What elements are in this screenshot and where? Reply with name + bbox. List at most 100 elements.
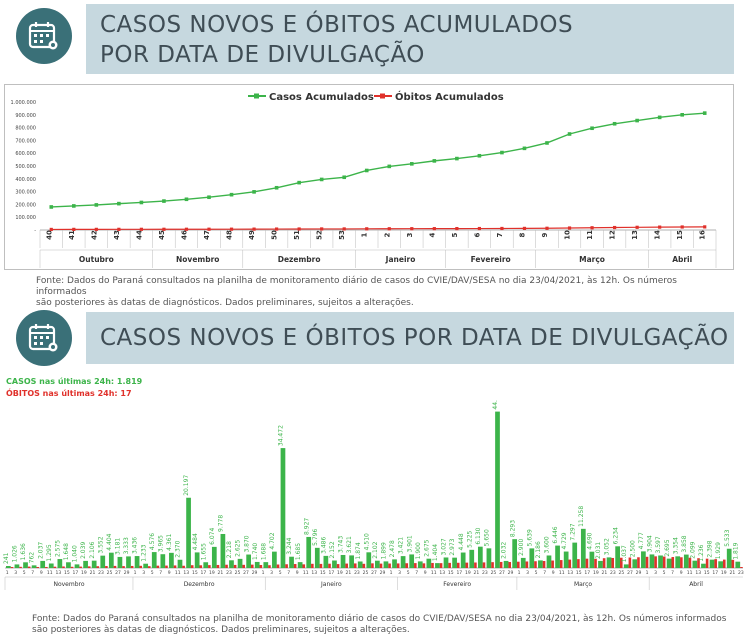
bar-label-cases: 4.510	[363, 533, 370, 550]
bar-deaths	[396, 563, 400, 568]
bar-deaths	[542, 561, 546, 568]
bar-cases	[340, 554, 346, 568]
bar-cases	[211, 546, 217, 568]
y-tick-label: 1.000.000	[11, 100, 36, 106]
cases-24h-label: CASOS nas últimas 24h: 1.819	[6, 377, 143, 386]
day-tick-label: 15	[448, 570, 454, 576]
bar-cases	[169, 552, 174, 568]
day-tick-label: 25	[107, 570, 113, 576]
day-tick-label: 3	[654, 570, 657, 576]
day-tick-label: 11	[175, 570, 181, 576]
section1-title-line2: POR DATA DE DIVULGAÇÃO	[100, 42, 425, 68]
bar-label-cases: 1.648	[63, 543, 70, 560]
bar-cases	[580, 528, 586, 568]
point-deaths	[139, 227, 143, 231]
bar-deaths	[10, 567, 14, 568]
y-tick-label: 800.000	[15, 126, 36, 132]
bar-label-cases: 2.478	[389, 540, 396, 557]
bar-cases	[229, 560, 234, 568]
bar-deaths	[293, 564, 297, 568]
bar-cases	[177, 559, 183, 568]
point-cases	[319, 177, 324, 182]
bar-cases	[349, 555, 354, 568]
x-tick-label: 8	[518, 232, 526, 237]
bar-deaths	[534, 561, 537, 568]
month-label: Abril	[672, 255, 692, 264]
point-cases	[72, 204, 76, 208]
x-tick-label: 40	[45, 230, 53, 240]
bar-label-cases: 1.233	[140, 544, 147, 561]
bar-label-cases: 3.901	[406, 535, 413, 552]
day-tick-label: 27	[371, 570, 377, 576]
bar-deaths	[302, 564, 306, 568]
bar-cases	[529, 548, 535, 568]
bar-cases	[409, 554, 415, 568]
bar-cases	[323, 555, 329, 568]
bar-cases	[383, 561, 389, 568]
x-tick-label: 51	[293, 230, 301, 240]
bar-label-cases: 2.186	[535, 541, 542, 558]
day-tick-label: 11	[687, 570, 693, 576]
x-tick-label: 44	[135, 230, 143, 240]
bar-label-cases: 2.575	[54, 540, 61, 557]
deaths-24h-label: ÓBITOS nas últimas 24h: 17	[6, 389, 132, 398]
bar-label-cases: 1.874	[355, 542, 362, 559]
bar-deaths	[439, 563, 443, 568]
bar-cases	[306, 536, 312, 568]
bar-cases	[134, 556, 140, 568]
point-cases	[207, 195, 211, 200]
bar-label-cases: 1.899	[381, 542, 388, 559]
bar-label-cases: 44.967	[492, 400, 499, 410]
bar-cases	[254, 561, 260, 568]
bar-label-cases: 2.675	[423, 539, 430, 556]
bar-label-cases: 1.740	[252, 543, 259, 560]
point-cases	[477, 153, 482, 158]
month-label: Fevereiro	[471, 255, 511, 264]
bar-label-cases: 1.900	[415, 542, 422, 559]
day-tick-label: 13	[439, 570, 445, 576]
bar-label-cases: 2.031	[595, 542, 602, 559]
bar-deaths	[173, 565, 177, 568]
bar-deaths	[577, 559, 580, 568]
x-tick-label: 2	[383, 232, 391, 237]
point-cases	[184, 197, 189, 202]
bar-label-cases: 1.295	[46, 544, 53, 561]
day-tick-label: 17	[200, 570, 206, 576]
bar-deaths	[45, 566, 48, 568]
point-deaths	[117, 227, 121, 231]
bar-deaths	[637, 557, 640, 568]
bar-label-cases: 3.552	[97, 536, 104, 553]
bar-label-cases: 4.361	[166, 533, 173, 550]
bar-label-cases: 3.858	[681, 535, 688, 552]
bar-deaths	[199, 565, 203, 568]
bar-cases	[460, 552, 466, 568]
bar-deaths	[62, 566, 65, 568]
bar-deaths	[27, 566, 31, 568]
bar-cases	[503, 560, 509, 568]
bar-cases	[666, 558, 672, 568]
bar-cases	[143, 563, 149, 568]
day-tick-label: 3	[142, 570, 145, 576]
point-cases	[229, 192, 234, 197]
x-tick-label: 48	[226, 230, 234, 240]
bar-deaths	[662, 556, 666, 568]
day-tick-label: 1	[518, 570, 521, 576]
bar-cases	[615, 546, 620, 568]
bar-deaths	[208, 565, 211, 568]
point-cases	[455, 156, 459, 161]
day-tick-label: 9	[296, 570, 299, 576]
y-tick-label: 100.000	[15, 215, 36, 221]
bar-deaths	[156, 565, 160, 568]
point-cases	[162, 199, 166, 203]
bar-label-cases: 5.639	[526, 529, 533, 546]
day-tick-label: 3	[270, 570, 273, 576]
x-tick-label: 46	[180, 230, 188, 240]
bar-label-cases: 5.533	[724, 529, 731, 546]
month-label: Novembro	[53, 581, 84, 588]
day-tick-label: 3	[14, 570, 17, 576]
day-tick-label: 9	[168, 570, 171, 576]
day-tick-label: 5	[279, 570, 282, 576]
day-tick-label: 19	[209, 570, 215, 576]
day-tick-label: 9	[424, 570, 427, 576]
bar-deaths	[551, 560, 554, 568]
